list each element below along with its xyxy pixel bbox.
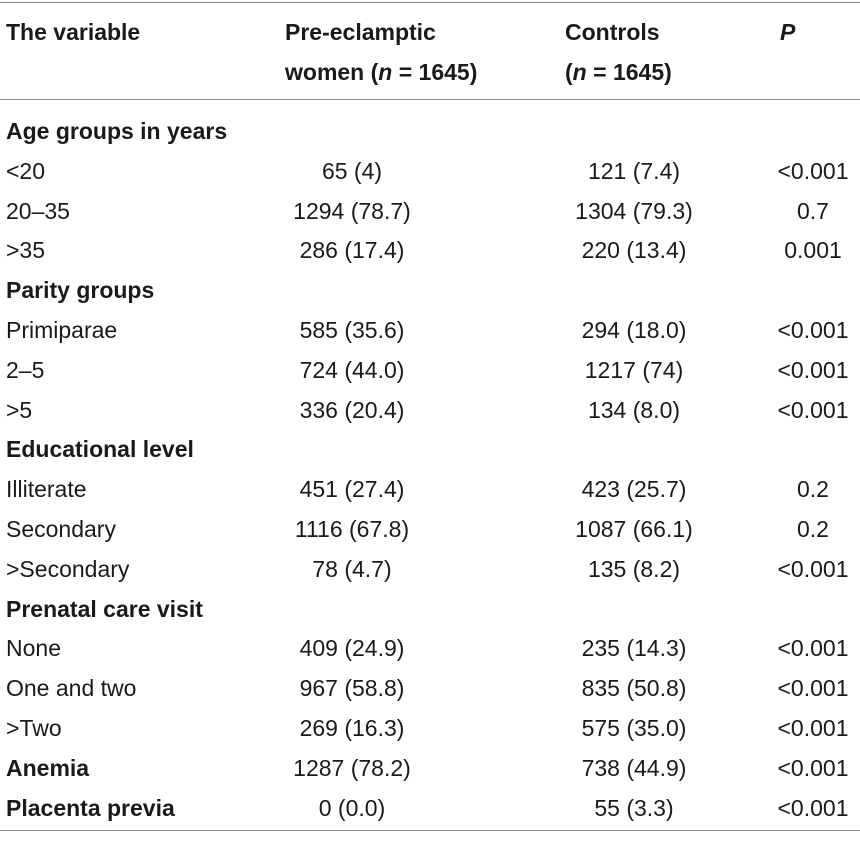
cell-controls: 235 (14.3) [581,635,687,661]
header-p-value: P [780,19,796,45]
cell-preeclamptic: 451 (27.4) [299,476,405,502]
cell-preeclamptic: 65 (4) [321,158,383,184]
cell-p-value: <0.001 [777,795,849,821]
cell-p-value: 0.2 [797,476,829,502]
header-preeclamptic-line2: women (n = 1645) [285,59,478,85]
cell-preeclamptic: 269 (16.3) [299,715,405,741]
row-label: >Secondary [6,556,130,582]
row-group-label: Anemia [6,755,90,781]
row-label: Primiparae [6,317,118,343]
cell-preeclamptic: 78 (4.7) [312,556,392,582]
header-preeclamptic-n: n [378,59,393,85]
cell-controls: 55 (3.3) [594,795,674,821]
cell-preeclamptic: 967 (58.8) [299,675,405,701]
cell-p-value: <0.001 [777,317,849,343]
cell-controls: 738 (44.9) [581,755,687,781]
cell-preeclamptic: 585 (35.6) [299,317,405,343]
cell-p-value: <0.001 [777,715,849,741]
cell-p-value: <0.001 [777,675,849,701]
row-label: Illiterate [6,476,87,502]
cell-preeclamptic: 1116 (67.8) [294,516,410,542]
header-preeclamptic-line1: Pre-eclamptic [285,19,436,45]
cell-preeclamptic: 409 (24.9) [299,635,405,661]
row-label: One and two [6,675,137,701]
row-label: Secondary [6,516,116,542]
row-group-label: Prenatal care visit [6,596,203,622]
cell-controls: 1087 (66.1) [575,516,693,542]
cell-p-value: <0.001 [777,397,849,423]
row-group-label: Parity groups [6,277,155,303]
cell-preeclamptic: 1294 (78.7) [293,198,411,224]
cell-controls: 220 (13.4) [581,237,687,263]
header-controls-n: n [572,59,587,85]
cell-controls: 121 (7.4) [587,158,681,184]
cell-controls: 575 (35.0) [581,715,687,741]
cell-p-value: 0.2 [797,516,829,542]
cell-controls: 134 (8.0) [587,397,681,423]
row-label: >5 [6,397,33,423]
row-label: 2–5 [6,357,45,383]
cell-preeclamptic: 0 (0.0) [318,795,386,821]
row-label: 20–35 [6,198,70,224]
cell-controls: 1304 (79.3) [575,198,693,224]
cell-preeclamptic: 1287 (78.2) [293,755,411,781]
cell-controls: 294 (18.0) [581,317,687,343]
table-top-rule [0,2,860,3]
cell-controls: 835 (50.8) [581,675,687,701]
header-controls-line1: Controls [565,19,660,45]
cell-controls: 1217 (74) [584,357,684,383]
row-label: >35 [6,237,46,263]
header-controls-line2: (n = 1645) [565,59,672,85]
cell-p-value: 0.7 [797,198,829,224]
cell-p-value: <0.001 [777,158,849,184]
cell-preeclamptic: 336 (20.4) [299,397,405,423]
row-label: None [6,635,61,661]
header-variable: The variable [6,19,141,45]
header-bottom-rule [0,99,860,100]
table-bottom-rule [0,830,860,831]
cell-p-value: 0.001 [784,237,842,263]
cell-p-value: <0.001 [777,635,849,661]
row-label: <20 [6,158,46,184]
cell-p-value: <0.001 [777,556,849,582]
cell-controls: 423 (25.7) [581,476,687,502]
row-group-label: Educational level [6,436,194,462]
row-label: >Two [6,715,62,741]
cell-preeclamptic: 724 (44.0) [299,357,405,383]
cell-controls: 135 (8.2) [587,556,681,582]
row-group-label: Placenta previa [6,795,175,821]
row-group-label: Age groups in years [6,118,228,144]
cell-p-value: <0.001 [777,357,849,383]
cell-preeclamptic: 286 (17.4) [299,237,405,263]
cell-p-value: <0.001 [777,755,849,781]
